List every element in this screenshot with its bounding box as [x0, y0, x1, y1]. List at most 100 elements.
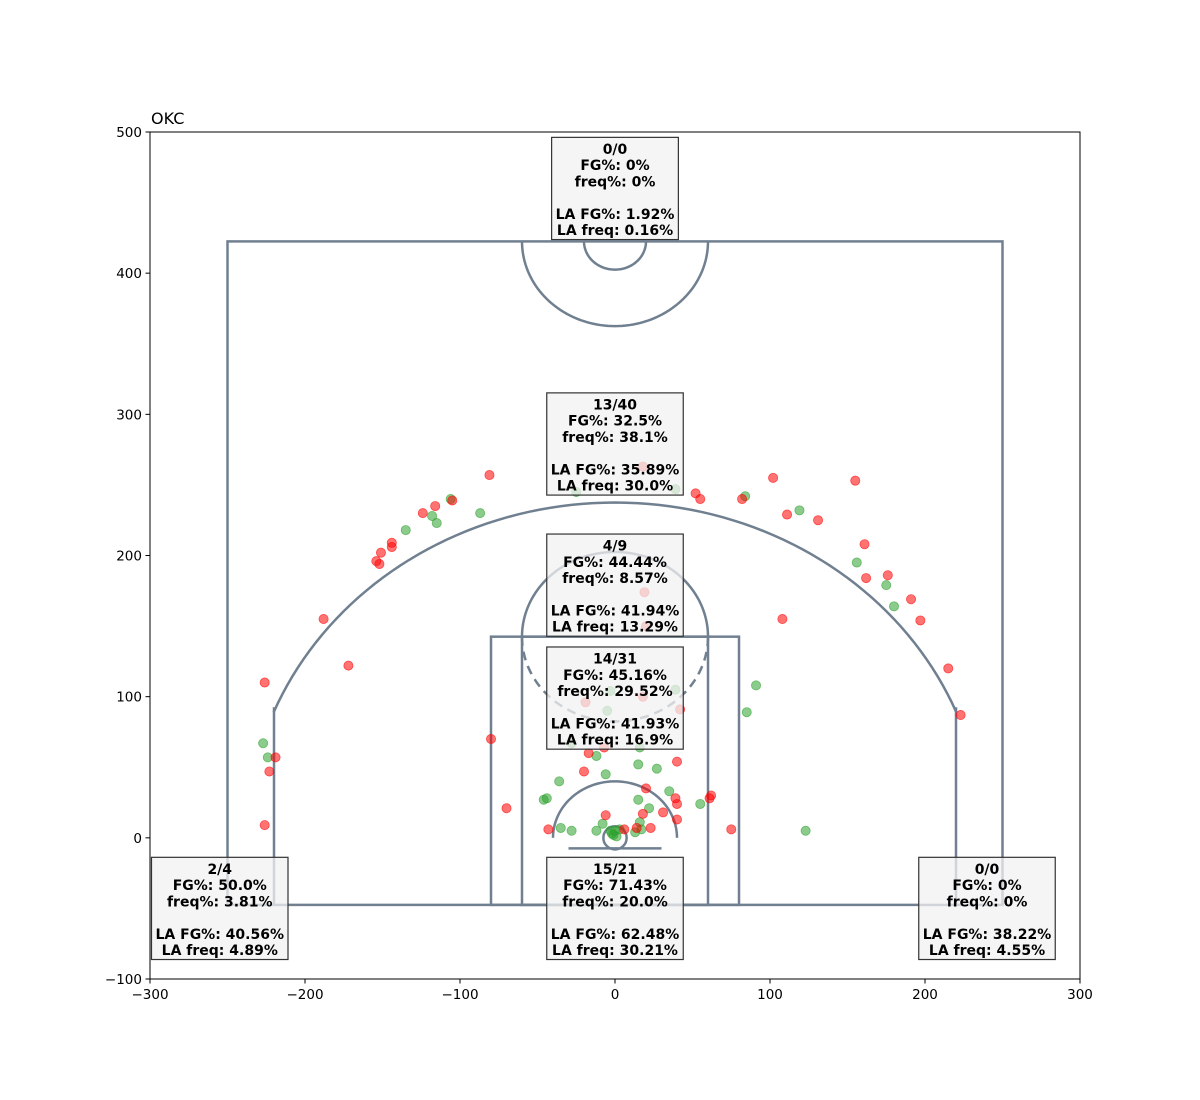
made-shot-point	[566, 825, 577, 836]
zone-box-frame	[546, 646, 684, 750]
made-shot-point	[800, 825, 811, 836]
missed-shot-point	[343, 660, 354, 671]
y-tick-label: 400	[116, 266, 142, 282]
missed-shot-point	[583, 748, 594, 759]
zone-label-line: LA freq: 16.9%	[557, 733, 673, 749]
zone-labels: 0/0FG%: 0%freq%: 0%LA FG%: 1.92%LA freq:…	[150, 136, 1056, 961]
zone-label-line: LA FG%: 41.93%	[551, 716, 680, 732]
zone-label-line: 0/0	[975, 862, 1000, 878]
missed-shot-point	[386, 537, 397, 548]
missed-shot-point	[579, 766, 590, 777]
made-shot-point	[597, 818, 608, 829]
zone-box-frame	[546, 856, 684, 961]
missed-shot-point	[906, 594, 917, 605]
y-tick-label: 200	[116, 549, 142, 565]
missed-shot-point	[915, 615, 926, 626]
made-shot-point	[475, 508, 486, 519]
zone-box-left-corner-three: 2/4FG%: 50.0%freq%: 3.81% LA FG%: 40.56%L…	[150, 856, 289, 961]
zone-label-line: freq%: 8.57%	[562, 571, 668, 587]
zone-box-frame	[546, 533, 684, 637]
x-tick-label: 200	[912, 987, 938, 1003]
zone-label-line: FG%: 50.0%	[173, 878, 267, 894]
chart-title: OKC	[151, 109, 184, 128]
made-shot-point	[741, 707, 752, 718]
zone-box-right-corner-three: 0/0FG%: 0%freq%: 0% LA FG%: 38.22%LA freq…	[918, 856, 1056, 961]
zone-label-line: freq%: 0%	[575, 174, 656, 190]
missed-shot-point	[658, 807, 669, 818]
missed-shot-point	[882, 570, 893, 581]
made-shot-point	[794, 505, 805, 516]
missed-shot-point	[264, 766, 275, 777]
missed-shot-point	[850, 475, 861, 486]
zone-label-line: LA freq: 4.89%	[162, 943, 278, 959]
missed-shot-point	[447, 495, 458, 506]
made-shot-point	[541, 793, 552, 804]
made-shot-point	[695, 798, 706, 809]
zone-box-backcourt: 0/0FG%: 0%freq%: 0% LA FG%: 1.92%LA freq:…	[551, 136, 679, 241]
made-shot-point	[555, 822, 566, 833]
made-shot-point	[633, 794, 644, 805]
made-shot-point	[633, 759, 644, 770]
made-shot-point	[591, 825, 602, 836]
missed-shot-point	[859, 539, 870, 550]
zone-label-line: FG%: 45.16%	[563, 668, 667, 684]
y-tick-label: −100	[105, 972, 142, 988]
missed-shot-point	[374, 558, 385, 569]
missed-shot-point	[672, 814, 683, 825]
missed-shot-point	[485, 734, 496, 745]
missed-shot-point	[417, 508, 428, 519]
missed-shot-point	[706, 790, 717, 801]
missed-shot-point	[695, 494, 706, 505]
zone-box-frame	[551, 136, 679, 241]
missed-shot-point	[768, 472, 779, 483]
made-shot-point	[664, 786, 675, 797]
zone-label-line: FG%: 32.5%	[568, 414, 662, 430]
court-restricted-arc	[551, 780, 679, 838]
axes: −300 −200 −100 0 100 200 300 −100 0 100 200 300 400 5…	[105, 125, 1093, 1003]
zone-label-line: 0/0	[603, 142, 628, 158]
zone-label-line: 15/21	[593, 862, 637, 878]
zone-label-line: freq%: 3.81%	[167, 894, 273, 910]
court-center-inner-arc	[582, 241, 648, 271]
missed-shot-point	[600, 810, 611, 821]
zone-label-line: 13/40	[593, 398, 637, 414]
zone-label-line: LA FG%: 35.89%	[551, 462, 680, 478]
y-tick-label: 300	[116, 407, 142, 423]
zone-label-line: 2/4	[207, 862, 232, 878]
zone-label-line: LA freq: 30.21%	[552, 943, 678, 959]
x-tick-label: 100	[757, 987, 783, 1003]
zone-label-line: FG%: 71.43%	[563, 878, 667, 894]
missed-shot-point	[943, 663, 954, 674]
missed-shot-point	[501, 803, 512, 814]
missed-shot-point	[259, 677, 270, 688]
missed-shot-point	[375, 547, 386, 558]
zone-label-line: FG%: 44.44%	[563, 555, 667, 571]
zone-label-line: LA FG%: 41.94%	[551, 603, 680, 619]
made-shot-point	[651, 763, 662, 774]
made-shot-point	[554, 776, 565, 787]
x-tick-label: −300	[131, 987, 168, 1003]
made-shot-point	[889, 601, 900, 612]
x-tick-label: 0	[611, 987, 620, 1003]
court-three-point-arc	[272, 501, 958, 713]
zone-label-line: freq%: 29.52%	[557, 684, 672, 700]
missed-shot-point	[631, 822, 642, 833]
zone-box-frame	[150, 856, 289, 961]
missed-shot-point	[270, 752, 281, 763]
zone-label-line: LA freq: 0.16%	[557, 223, 673, 239]
zone-label-line: LA FG%: 40.56%	[156, 927, 285, 943]
zone-label-line: 4/9	[603, 539, 628, 555]
missed-shot-point	[726, 824, 737, 835]
made-shot-point	[881, 580, 892, 591]
missed-shot-point	[672, 756, 683, 767]
made-shot-point	[258, 738, 269, 749]
missed-shot-point	[672, 798, 683, 809]
zone-label-line: freq%: 20.0%	[562, 894, 668, 910]
missed-shot-point	[813, 515, 824, 526]
zone-label-line: LA FG%: 1.92%	[556, 207, 675, 223]
zone-box-frame	[918, 856, 1056, 961]
made-shot-point	[644, 803, 655, 814]
